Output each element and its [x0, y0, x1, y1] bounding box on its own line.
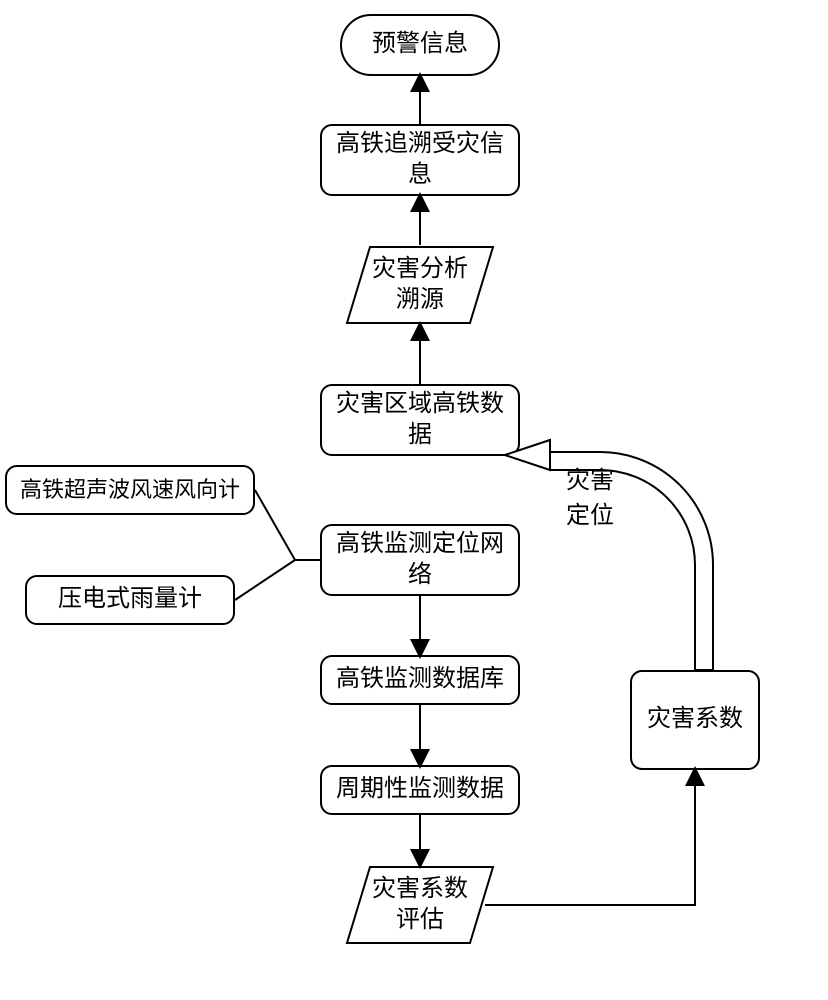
edge-n4-n3: [410, 325, 430, 384]
node-trace-disaster-info: 高铁追溯受灾信息: [320, 124, 520, 196]
edge-label-disaster-locate: 灾害定位: [560, 460, 620, 530]
node-label: 灾害系数评估: [345, 874, 495, 936]
edge-n2-n1: [410, 76, 430, 124]
node-label: 高铁追溯受灾信息: [336, 129, 504, 191]
node-label: 压电式雨量计: [58, 584, 202, 615]
edge-n3-n2: [410, 196, 430, 245]
node-disaster-coefficient: 灾害系数: [630, 670, 760, 770]
node-piezo-rain-gauge: 压电式雨量计: [25, 575, 235, 625]
node-monitor-network: 高铁监测定位网络: [320, 524, 520, 596]
node-disaster-analysis: 灾害分析溯源: [345, 245, 495, 325]
node-label: 高铁监测定位网络: [336, 529, 504, 591]
edge-n5-n8: [410, 596, 430, 655]
node-label: 灾害区域高铁数据: [336, 389, 504, 451]
node-label: 灾害系数: [647, 704, 743, 735]
edge-n9-n10: [410, 815, 430, 865]
node-coefficient-eval: 灾害系数评估: [345, 865, 495, 945]
node-label: 灾害分析溯源: [345, 254, 495, 316]
node-label: 预警信息: [372, 29, 468, 60]
node-monitor-database: 高铁监测数据库: [320, 655, 520, 705]
edge-n8-n9: [410, 705, 430, 765]
node-label: 高铁超声波风速风向计: [20, 476, 240, 505]
node-warning-info: 预警信息: [340, 14, 500, 76]
node-label: 高铁监测数据库: [336, 664, 504, 695]
node-ultrasonic-anemometer: 高铁超声波风速风向计: [5, 465, 255, 515]
edge-label-text: 灾害定位: [566, 468, 614, 529]
node-periodic-data: 周期性监测数据: [320, 765, 520, 815]
node-label: 周期性监测数据: [336, 774, 504, 805]
node-disaster-region-data: 灾害区域高铁数据: [320, 384, 520, 456]
edge-n11-n4-thick: [505, 395, 785, 675]
